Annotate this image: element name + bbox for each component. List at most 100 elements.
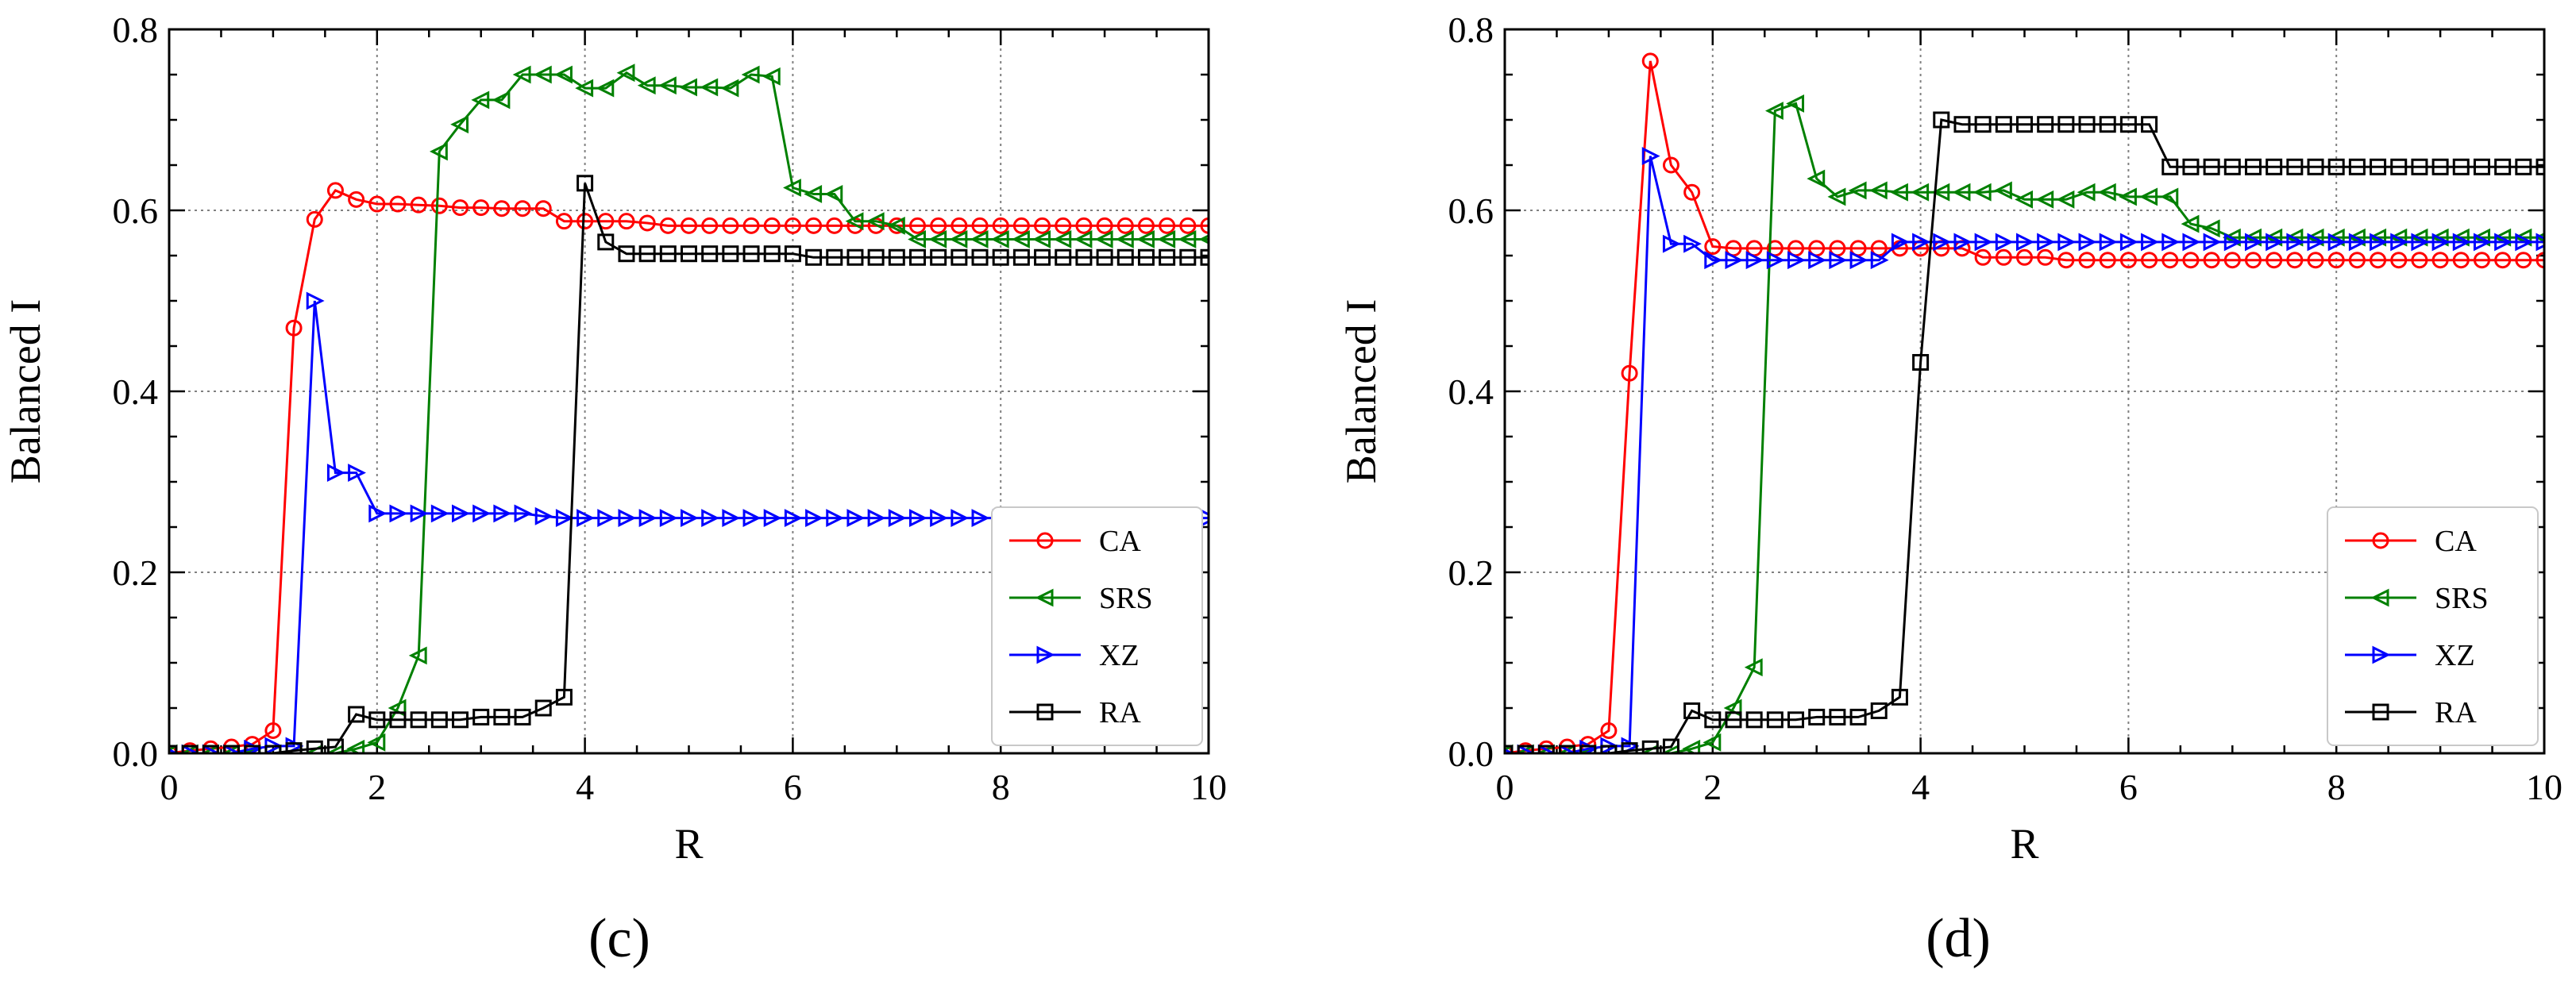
y-tick-label: 0.6	[1448, 191, 1494, 231]
data-point-xz	[2536, 233, 2544, 252]
data-point-xz	[2348, 233, 2367, 252]
data-point-xz	[867, 509, 886, 528]
series-ra	[169, 175, 1209, 753]
data-point-xz	[2452, 233, 2471, 252]
data-point-ra	[244, 745, 261, 753]
data-point-srs	[2097, 183, 2116, 202]
data-point-ra	[1517, 745, 1534, 753]
data-point-ra	[2182, 158, 2200, 175]
data-point-xz	[2431, 233, 2451, 252]
data-point-ca	[1034, 217, 1051, 234]
data-point-ra	[1641, 740, 1659, 753]
legend-item-xz: XZ	[1009, 639, 1140, 672]
data-point-ca	[1704, 238, 1722, 256]
data-point-ra	[888, 248, 905, 266]
data-point-xz	[2494, 233, 2512, 252]
data-point-ca	[2515, 252, 2532, 269]
data-point-srs	[679, 78, 697, 97]
data-point-xz	[1704, 251, 1723, 270]
data-point-xz	[368, 504, 388, 523]
data-point-ra	[701, 245, 719, 263]
data-point-xz	[534, 506, 553, 525]
y-tick-label: 0.6	[113, 191, 159, 231]
data-point-ca	[1075, 217, 1093, 234]
legend-item-srs: SRS	[1009, 582, 1153, 615]
legend-item-xz: XZ	[2345, 639, 2475, 672]
data-point-xz	[1517, 744, 1536, 753]
data-point-xz	[681, 509, 699, 528]
data-point-ra	[389, 711, 407, 729]
data-point-srs	[2160, 187, 2179, 206]
data-point-srs	[1661, 744, 1679, 753]
data-point-ra	[223, 745, 241, 753]
data-point-ra	[1912, 354, 1930, 371]
data-point-ca	[971, 217, 989, 234]
data-point-ca	[452, 199, 469, 217]
data-point-xz	[2515, 233, 2534, 252]
data-point-ra	[1012, 248, 1030, 266]
data-point-ca	[2016, 248, 2033, 266]
data-point-srs	[908, 230, 926, 248]
data-point-srs	[1764, 102, 1784, 121]
data-point-ca	[805, 217, 823, 234]
data-point-srs	[845, 212, 864, 231]
data-point-ca	[1662, 156, 1679, 174]
data-point-xz	[888, 509, 907, 528]
data-point-srs	[928, 230, 947, 248]
data-point-ra	[368, 711, 386, 729]
data-point-ra	[1974, 116, 1992, 133]
data-point-xz	[410, 504, 429, 523]
data-point-srs	[554, 65, 573, 84]
data-point-xz	[701, 509, 720, 528]
data-point-xz	[2016, 233, 2034, 252]
data-point-xz	[1537, 744, 1556, 753]
data-point-ra	[826, 248, 843, 266]
data-point-ra	[659, 245, 677, 263]
data-point-xz	[202, 744, 221, 753]
legend-item-ra: RA	[1009, 696, 1141, 729]
data-point-srs	[575, 79, 594, 98]
data-point-xz	[2411, 233, 2430, 252]
data-point-xz	[493, 504, 512, 523]
data-point-ca	[2431, 252, 2449, 269]
legend: CA SRS XZ RA	[2327, 506, 2539, 746]
data-point-ca	[2348, 252, 2366, 269]
data-point-srs	[1911, 183, 1930, 202]
data-point-xz	[1745, 251, 1764, 270]
data-point-ra	[285, 742, 303, 753]
x-tick-label: 2	[368, 767, 386, 807]
data-point-xz	[2161, 233, 2181, 252]
data-point-ra	[306, 740, 323, 753]
series-ra	[1505, 111, 2544, 753]
data-point-srs	[2077, 183, 2096, 202]
data-point-ra	[2327, 158, 2345, 175]
data-point-srs	[2056, 190, 2075, 209]
data-point-ra	[2431, 158, 2449, 175]
data-point-srs	[2181, 214, 2200, 233]
data-point-srs	[1993, 181, 2012, 200]
y-tick-label: 0.2	[113, 552, 159, 593]
data-point-srs	[700, 78, 719, 97]
chart-panel-c: 0 2 4 6 8 10 0.0 0.2 0.4 0.6 0.8 R Balanced I CA SRS XZ…	[2, 10, 1227, 969]
legend-label: CA	[2435, 525, 2477, 558]
data-point-ra	[1933, 111, 1950, 129]
data-point-srs	[720, 79, 739, 98]
data-point-xz	[1953, 233, 1972, 252]
data-point-srs	[657, 76, 677, 95]
y-tick-label: 0.4	[1448, 371, 1494, 412]
data-point-ca	[410, 196, 427, 214]
data-point-xz	[2266, 233, 2285, 252]
data-point-xz	[908, 509, 927, 528]
data-point-ra	[452, 711, 469, 729]
data-point-srs	[2015, 190, 2033, 209]
data-point-ca	[2452, 252, 2470, 269]
y-axis-label: Balanced I	[2, 299, 49, 483]
data-point-ca	[2057, 252, 2075, 269]
data-point-ra	[2515, 158, 2532, 175]
data-point-ra	[2348, 158, 2366, 175]
y-tick-label: 0.2	[1448, 552, 1494, 593]
data-point-ra	[472, 708, 490, 726]
data-point-ca	[2161, 252, 2179, 269]
data-point-xz	[430, 504, 449, 523]
data-point-ca	[681, 217, 697, 234]
